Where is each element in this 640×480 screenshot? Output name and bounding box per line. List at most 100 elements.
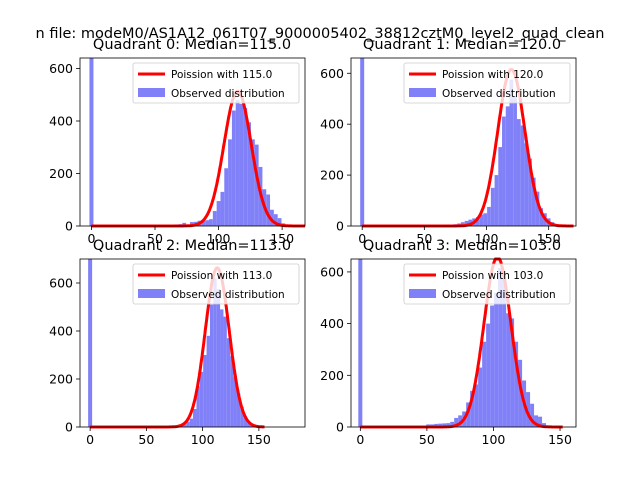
quadrant-1-y-axis: 0 200 400 600: [320, 66, 351, 234]
x-tick-label: 100: [207, 231, 231, 246]
hist-bar: [189, 418, 194, 427]
x-tick-label: 50: [416, 231, 432, 246]
y-tick-label: 400: [320, 316, 344, 331]
legend-label-observed: Observed distribution: [171, 289, 285, 301]
hist-bar: [223, 316, 227, 427]
legend-box: [403, 62, 571, 104]
hist-bar: [273, 214, 278, 226]
x-tick-label: 100: [475, 231, 499, 246]
hist-bar: [483, 213, 488, 226]
quadrant-0-axes-frame: [79, 57, 306, 227]
quadrant-0-panel: Quadrant 0: Median=115.0 0 50 100 150 0 200 4…: [49, 37, 306, 246]
quadrant-3-legend: Poission with 103.0 Observed distributio…: [403, 263, 571, 305]
hist-bar: [538, 416, 543, 427]
hist-bar: [213, 278, 217, 427]
hist-bar: [209, 219, 213, 226]
hist-bar: [498, 147, 503, 226]
hist-bar: [203, 355, 207, 427]
y-tick-label: 200: [49, 372, 73, 387]
quadrant-2-histogram: [88, 259, 258, 427]
x-tick-label: 100: [482, 432, 506, 447]
legend-patch-swatch: [138, 289, 165, 298]
hist-bar: [479, 214, 484, 226]
hist-bar: [220, 309, 224, 427]
quadrant-1-axes-frame: [350, 57, 577, 227]
y-tick-label: 400: [320, 117, 344, 132]
hist-bar: [482, 341, 487, 427]
quadrant-3-title: Quadrant 3: Median=103.0: [363, 238, 561, 254]
y-tick-label: 0: [65, 420, 73, 435]
hist-bar: [235, 100, 240, 226]
y-tick-label: 600: [320, 264, 344, 279]
hist-bar: [494, 292, 499, 427]
figure-suptitle: n file: modeM0/AS1A12_061T07_9000005402_…: [36, 26, 605, 42]
hist-bar-zero: [88, 259, 93, 427]
hist-bar: [490, 305, 495, 427]
quadrant-0-legend: Poission with 115.0 Observed distributio…: [132, 62, 300, 104]
hist-bar: [516, 119, 521, 226]
y-tick-label: 0: [336, 219, 344, 234]
legend-label-poisson: Poission with 103.0: [442, 270, 543, 282]
hist-bar: [226, 338, 231, 427]
hist-bar: [458, 415, 463, 427]
y-tick-label: 200: [320, 168, 344, 183]
hist-bar: [475, 217, 480, 226]
hist-bar: [220, 191, 225, 226]
x-tick-label: 150: [548, 432, 572, 447]
hist-bar: [461, 222, 465, 226]
hist-bar: [470, 390, 475, 427]
hist-bar: [526, 392, 531, 427]
hist-bar: [240, 406, 244, 427]
hist-bar: [539, 208, 544, 226]
x-tick-label: 50: [147, 231, 163, 246]
hist-bar: [239, 103, 244, 226]
hist-bar: [228, 139, 232, 226]
legend-label-observed: Observed distribution: [442, 88, 556, 100]
hist-bar-zero: [89, 58, 94, 226]
quadrant-0-x-axis: 0 50 100 150: [87, 226, 294, 246]
quadrant-2-axes-frame: [79, 258, 306, 428]
hist-bar: [209, 304, 214, 427]
hist-bar: [224, 168, 229, 226]
quadrant-2-y-axis: 0 200 400 600: [49, 276, 80, 435]
quadrant-0-y-axis: 0 200 400 600: [49, 61, 80, 234]
x-tick-label: 150: [537, 231, 561, 246]
quadrant-3-x-axis: 0 50 100 150: [356, 427, 572, 447]
hist-bar: [490, 187, 495, 226]
hist-bar: [442, 423, 447, 427]
y-tick-label: 0: [65, 219, 73, 234]
hist-bar: [193, 409, 197, 427]
hist-bar: [498, 268, 503, 427]
legend-label-poisson: Poission with 113.0: [171, 270, 272, 282]
legend-patch-swatch: [138, 88, 165, 97]
hist-bar: [182, 424, 187, 427]
x-tick-label: 0: [86, 432, 94, 447]
quadrant-3-axes-frame: [350, 258, 577, 428]
hist-bar: [247, 422, 251, 427]
hist-bar: [212, 211, 217, 226]
hist-bar: [478, 367, 483, 427]
hist-bar: [506, 313, 511, 427]
y-tick-label: 400: [49, 114, 73, 129]
hist-bar: [502, 277, 507, 427]
y-tick-label: 400: [49, 324, 73, 339]
hist-bar: [254, 144, 259, 226]
legend-box: [132, 62, 300, 104]
hist-bar: [446, 423, 451, 427]
hist-bar: [230, 356, 234, 427]
quadrant-0-title: Quadrant 0: Median=115.0: [93, 37, 291, 53]
hist-bar: [524, 143, 529, 226]
quadrant-1-legend: Poission with 120.0 Observed distributio…: [403, 62, 571, 104]
legend-label-poisson: Poission with 120.0: [442, 69, 543, 81]
hist-bar: [205, 220, 210, 226]
y-tick-label: 200: [49, 166, 73, 181]
hist-bar: [514, 341, 519, 427]
hist-bar: [509, 79, 514, 227]
hist-bar: [542, 423, 547, 427]
hist-bar: [510, 318, 515, 427]
hist-bar: [266, 194, 271, 226]
x-tick-label: 0: [87, 231, 95, 246]
hist-bar: [535, 191, 540, 226]
y-tick-label: 600: [320, 66, 344, 81]
